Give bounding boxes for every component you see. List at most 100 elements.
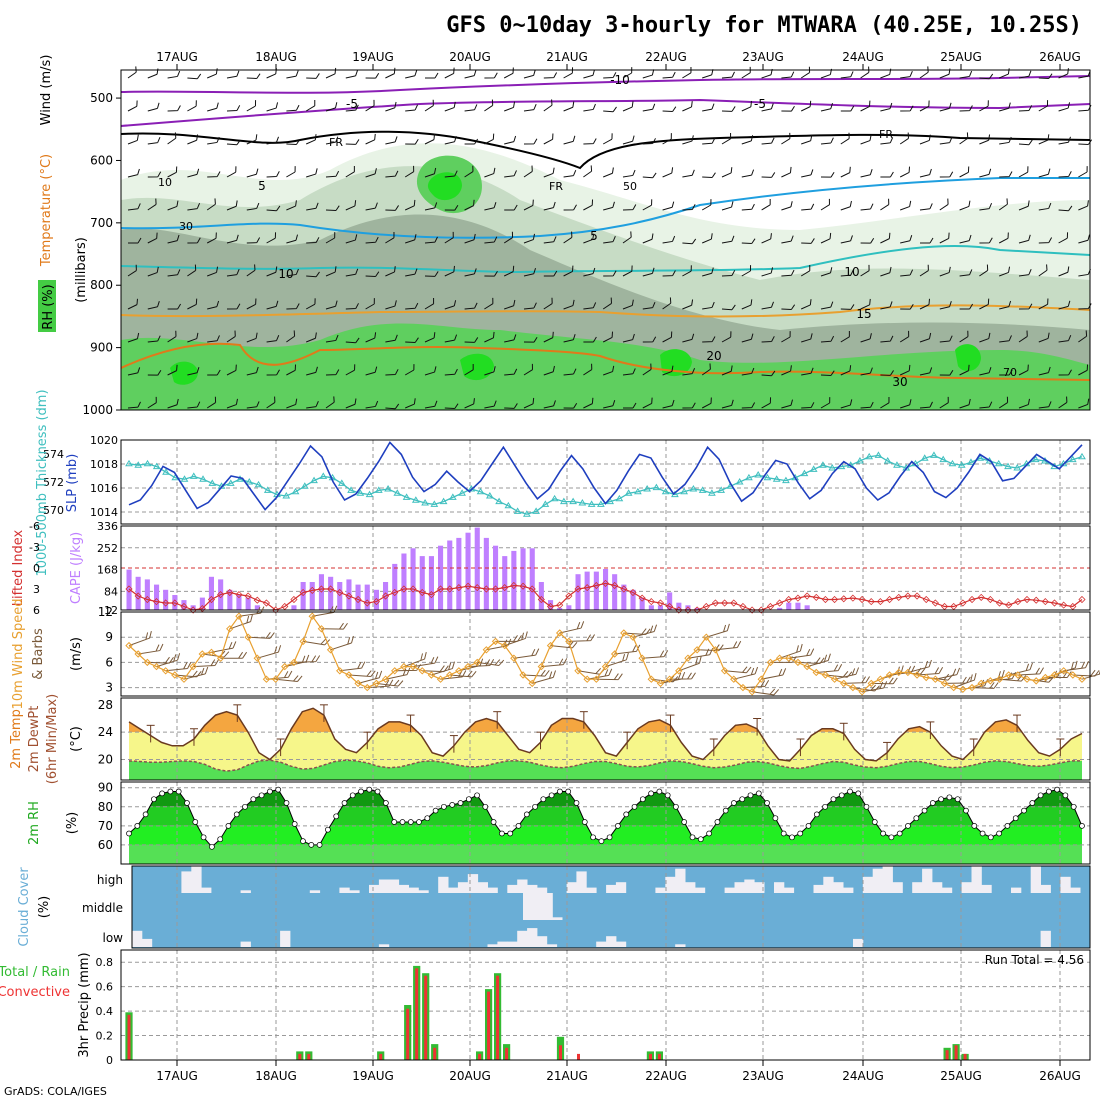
isotherm-label-4: 10: [278, 267, 293, 281]
rh-legend-swatch: [38, 280, 56, 332]
upper-barb: [147, 266, 159, 277]
cloud-bar-high: [685, 882, 696, 893]
wind-barb: [541, 658, 568, 668]
upper-barb: [246, 134, 258, 145]
upper-barb: [919, 203, 933, 211]
rh-point: [581, 819, 588, 825]
upper-barb: [365, 332, 377, 343]
upper-barb: [127, 264, 137, 277]
rh-point: [383, 800, 389, 806]
bottom-date-0: 17AUG: [156, 1069, 198, 1083]
thickness-point: [809, 465, 818, 472]
upper-barb: [385, 403, 400, 410]
wind-speed-point: [812, 668, 820, 677]
upper-barb: [701, 363, 711, 376]
upper-barb: [127, 367, 141, 376]
wind-speed-point: [226, 625, 234, 633]
isotherm-minus10: [121, 75, 1090, 94]
upper-barb: [563, 299, 575, 310]
upper-barb: [880, 397, 890, 409]
li-point: [922, 595, 930, 604]
upper-barb: [1078, 330, 1088, 343]
upper-barb: [286, 234, 299, 244]
upper-barb: [444, 170, 458, 178]
thickness-point: [291, 487, 300, 495]
rh-point: [1079, 823, 1085, 829]
upper-barb: [900, 269, 914, 277]
upper-barb: [345, 303, 359, 310]
rh-point: [209, 843, 215, 850]
cape-tick-4: 12: [104, 604, 118, 617]
rh-point: [805, 823, 812, 829]
wind-speed-point: [519, 671, 527, 679]
cloud-bar-high: [507, 884, 518, 893]
thickness-point: [874, 451, 883, 458]
wind-barb: [733, 666, 759, 680]
li-point: [382, 592, 390, 600]
cloud-bar-high: [872, 868, 883, 893]
upper-barb: [682, 265, 692, 277]
upper-barb: [860, 169, 873, 178]
upper-barb: [325, 232, 336, 244]
precip-conv-bar: [307, 1053, 311, 1060]
wind-speed-point: [427, 671, 436, 679]
cape-tick-2: 168: [97, 564, 118, 577]
wind-speed-point: [913, 671, 921, 679]
li-point: [262, 599, 271, 607]
upper-barb: [147, 301, 160, 310]
upper-barb: [979, 298, 990, 310]
wind-barb: [917, 666, 944, 676]
upper-barb: [880, 266, 892, 277]
upper-barb: [840, 399, 853, 409]
rh2m-panel: 90 80 70 60 2m RH (%): [27, 781, 1091, 865]
thickness-point: [125, 459, 133, 467]
li-point: [400, 585, 408, 593]
upper-barb: [1058, 136, 1072, 145]
cloud-bar-middle: [542, 893, 553, 920]
upper-barb: [464, 165, 474, 178]
upper-barb: [1018, 234, 1031, 244]
cloud-bar-high: [566, 882, 577, 893]
wind-barb: [559, 621, 585, 634]
temp-y-unit: (°C): [69, 726, 84, 752]
upper-barb: [622, 169, 636, 178]
wind-barb: [504, 631, 528, 647]
cloud-bar-high: [181, 871, 192, 893]
upper-barb: [880, 335, 894, 343]
cloud-bar-low: [527, 928, 538, 947]
upper-barb: [1038, 134, 1050, 145]
upper-barb: [939, 232, 950, 244]
upper-barb: [464, 398, 475, 409]
li-point: [629, 588, 637, 597]
upper-barb: [622, 333, 635, 343]
wind-barb: [339, 661, 366, 672]
cloud-bar-low: [240, 941, 251, 947]
upper-barb: [998, 396, 1009, 409]
wind-y-label-left: 10m Wind Speed: [11, 599, 26, 710]
cloud-bar-low: [596, 941, 607, 947]
upper-barb: [187, 203, 201, 211]
upper-barb: [939, 198, 949, 211]
upper-barb: [603, 400, 616, 409]
wind-barb: [513, 648, 540, 659]
thickness-point: [920, 454, 929, 461]
thickness-point: [448, 493, 457, 500]
upper-barb: [741, 169, 755, 178]
wind-speed-point: [253, 654, 261, 662]
upper-barb: [464, 138, 479, 145]
upper-barb: [1058, 232, 1069, 244]
wind-barb: [238, 606, 265, 617]
upper-barb: [405, 234, 417, 244]
wind-speed-point: [491, 637, 500, 646]
upper-barb: [484, 202, 497, 211]
upper-barb: [583, 363, 593, 376]
rh-point: [573, 800, 580, 806]
upper-barb: [246, 401, 260, 409]
upper-barb: [642, 302, 656, 310]
cape-bar: [373, 589, 379, 610]
thickness-point: [633, 487, 642, 495]
precip-conv-bar: [505, 1047, 509, 1060]
li-point: [730, 599, 738, 607]
precip-conv-bar: [298, 1053, 302, 1060]
rh-point: [565, 788, 572, 795]
